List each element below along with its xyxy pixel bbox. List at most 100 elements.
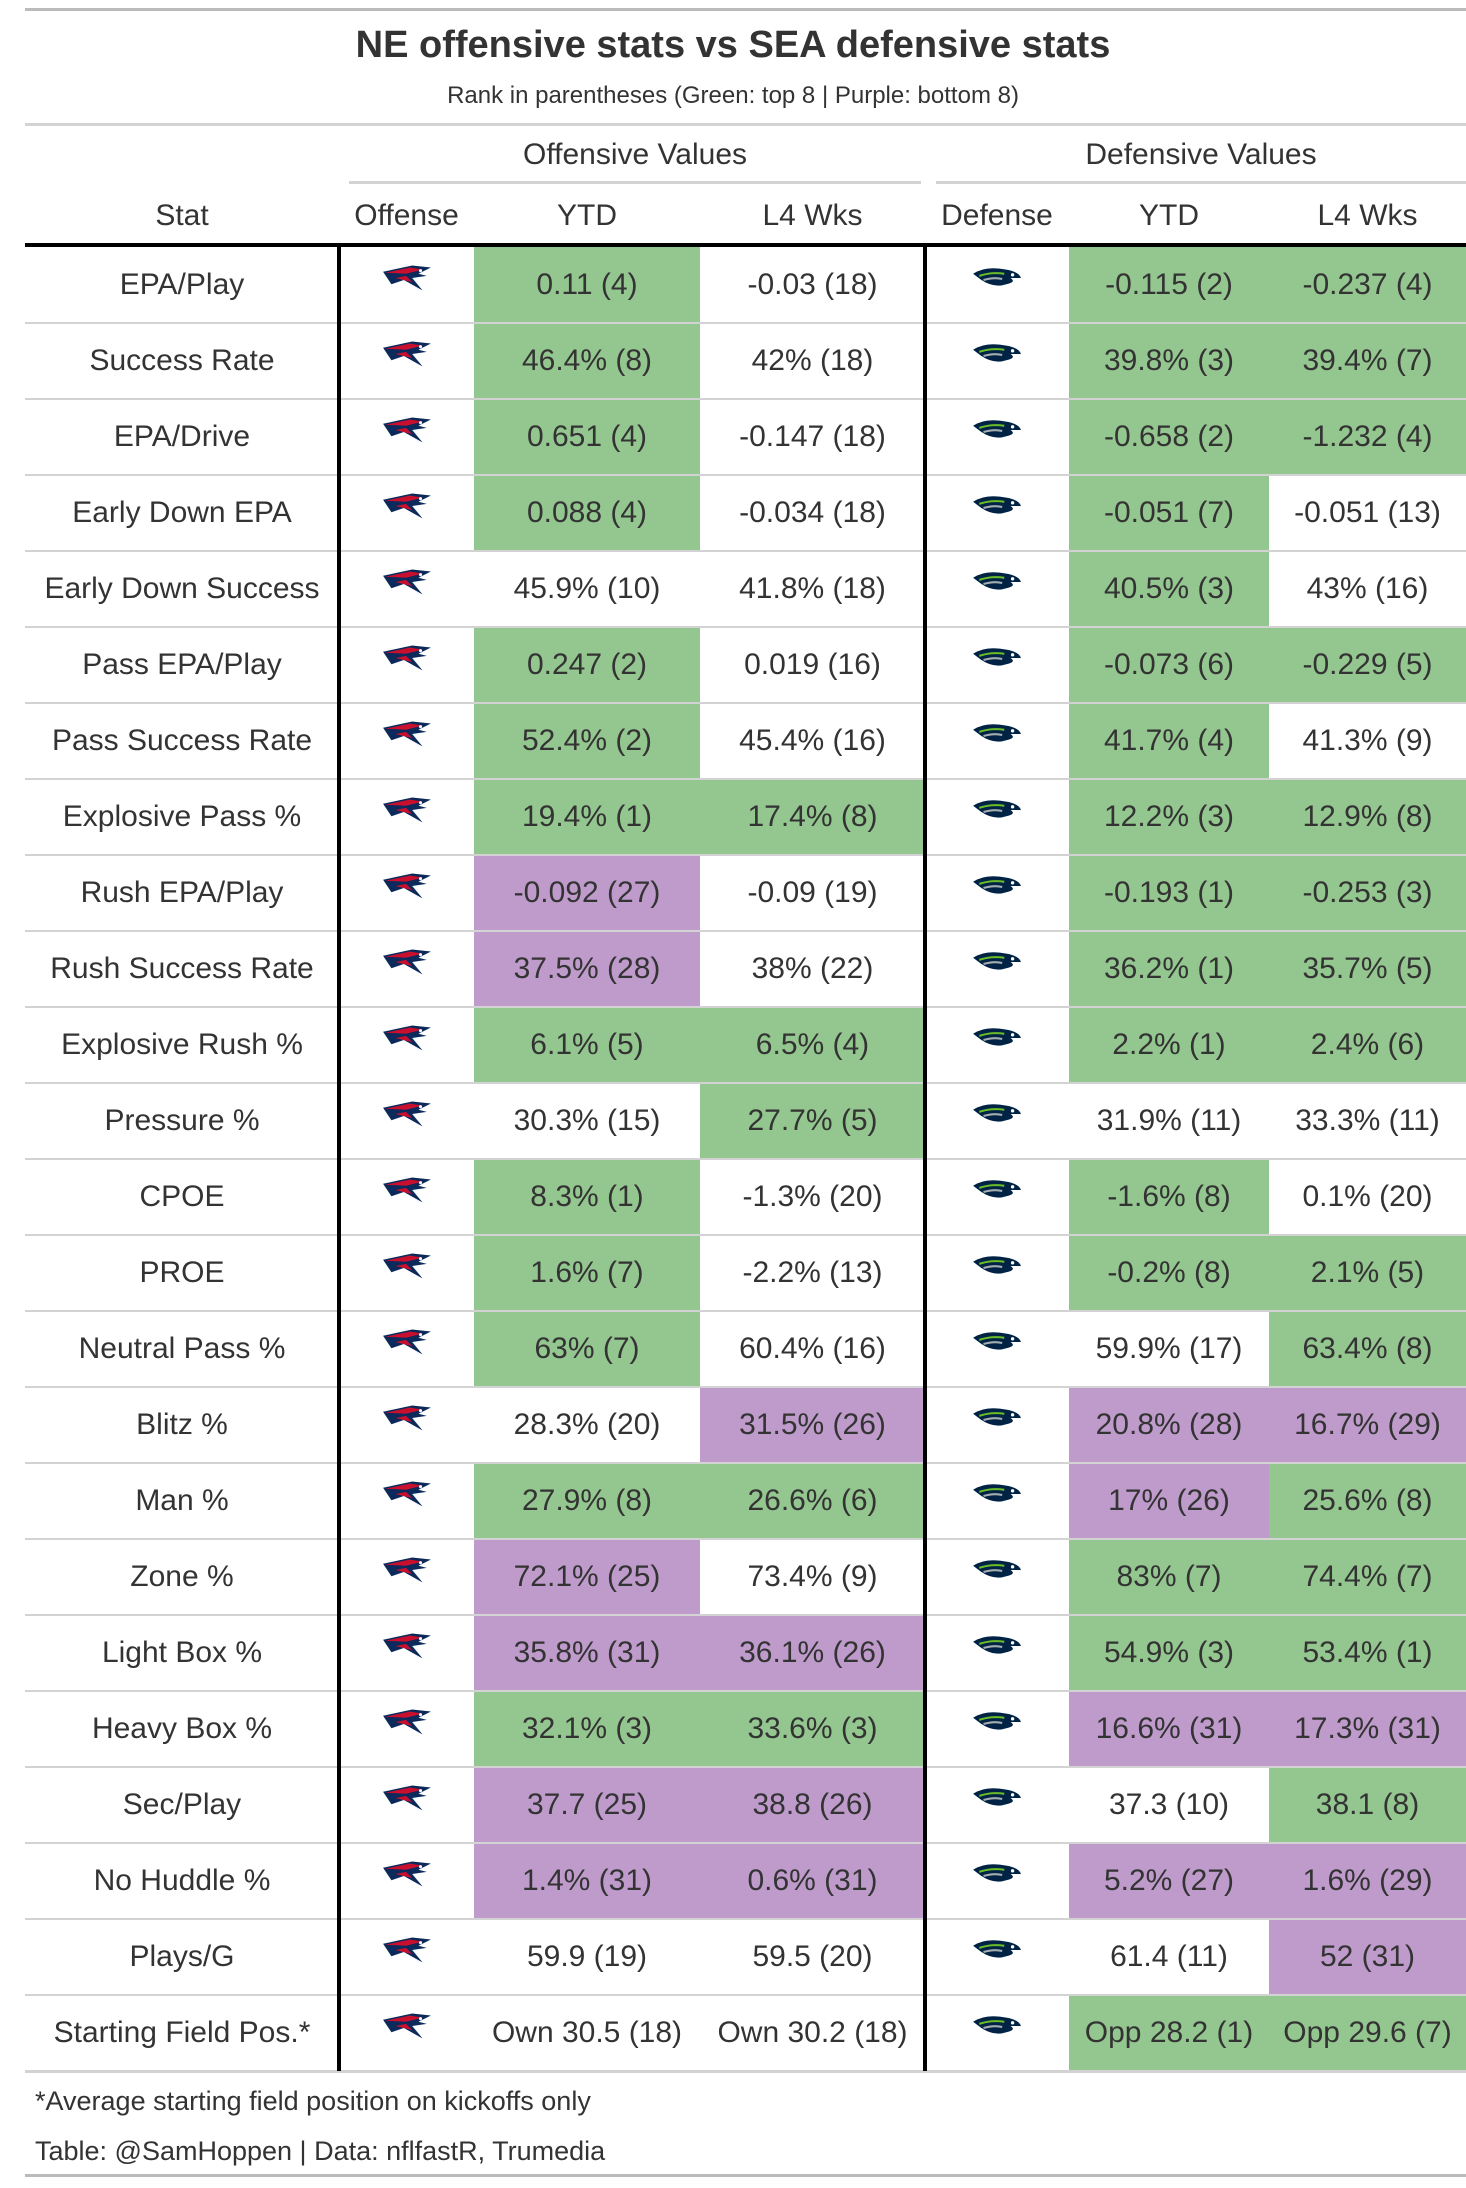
cell-background bbox=[1269, 703, 1466, 779]
stat-label: CPOE bbox=[139, 1180, 225, 1213]
seahawks-logo bbox=[971, 1403, 1023, 1435]
cell-value: 61.4 (11) bbox=[1110, 1940, 1228, 1973]
cell-value: 39.4% (7) bbox=[1302, 344, 1433, 377]
row-rule bbox=[25, 474, 1466, 476]
cell-value: Own 30.5 (18) bbox=[491, 2016, 683, 2049]
row-rule bbox=[25, 1918, 1466, 1920]
cell-background bbox=[700, 247, 925, 323]
cell-background bbox=[1269, 399, 1466, 475]
cell-value: 46.4% (8) bbox=[521, 344, 653, 377]
seahawks-logo bbox=[971, 1023, 1023, 1055]
cell-value: -0.03 (18) bbox=[747, 268, 878, 301]
subtitle: Rank in parentheses (Green: top 8 | Purp… bbox=[447, 82, 1019, 109]
cell-value: 60.4% (16) bbox=[739, 1332, 886, 1365]
stat-label: Explosive Rush % bbox=[61, 1028, 303, 1061]
cell-value: -2.2% (13) bbox=[742, 1256, 883, 1289]
patriots-logo bbox=[381, 1631, 433, 1663]
cell-value: -0.051 (13) bbox=[1294, 496, 1441, 529]
cell-value: 8.3% (1) bbox=[530, 1180, 644, 1213]
row-rule bbox=[25, 1842, 1466, 1844]
cell-background bbox=[474, 1235, 700, 1311]
seahawks-logo bbox=[971, 1479, 1023, 1511]
cell-background bbox=[474, 399, 700, 475]
seahawks-logo bbox=[971, 1251, 1023, 1283]
cell-value: 63% (7) bbox=[534, 1332, 640, 1365]
row-rule bbox=[25, 2070, 1466, 2073]
cell-value: -1.232 (4) bbox=[1302, 420, 1433, 453]
cell-background bbox=[1069, 703, 1269, 779]
cell-value: 52 (31) bbox=[1319, 1940, 1416, 1973]
cell-value: 38.1 (8) bbox=[1315, 1788, 1420, 1821]
cell-value: 12.9% (8) bbox=[1302, 800, 1433, 833]
cell-background bbox=[700, 1159, 925, 1235]
cell-value: 52.4% (2) bbox=[521, 724, 653, 757]
cell-background bbox=[474, 1463, 700, 1539]
cell-value: -0.115 (2) bbox=[1105, 268, 1233, 301]
cell-background bbox=[700, 703, 925, 779]
patriots-logo bbox=[381, 567, 433, 599]
cell-value: -0.2% (8) bbox=[1107, 1256, 1231, 1289]
bottom-rule bbox=[25, 2174, 1466, 2177]
cell-background bbox=[700, 1995, 925, 2071]
cell-value: 38.8 (26) bbox=[752, 1788, 873, 1821]
cell-background bbox=[700, 475, 925, 551]
cell-value: 37.5% (28) bbox=[513, 952, 661, 985]
patriots-logo bbox=[381, 795, 433, 827]
cell-background bbox=[1069, 1159, 1269, 1235]
stat-label: Rush EPA/Play bbox=[80, 876, 284, 909]
cell-value: 36.1% (26) bbox=[739, 1636, 886, 1669]
cell-background bbox=[700, 1843, 925, 1919]
patriots-logo bbox=[381, 1327, 433, 1359]
cell-value: 74.4% (7) bbox=[1302, 1560, 1433, 1593]
row-rule bbox=[25, 702, 1466, 704]
stat-label: Rush Success Rate bbox=[50, 952, 314, 985]
cell-background bbox=[1269, 1159, 1466, 1235]
spanner-rule bbox=[936, 181, 1466, 184]
stat-label: Early Down EPA bbox=[72, 496, 292, 529]
cell-value: 17.4% (8) bbox=[747, 800, 878, 833]
cell-value: 27.7% (5) bbox=[747, 1104, 878, 1137]
cell-background bbox=[1069, 1235, 1269, 1311]
cell-background bbox=[700, 1767, 925, 1843]
cell-background bbox=[1269, 1767, 1466, 1843]
patriots-logo bbox=[381, 1175, 433, 1207]
stat-label: Success Rate bbox=[89, 344, 275, 377]
footnote: Table: @SamHoppen | Data: nflfastR, Trum… bbox=[35, 2135, 606, 2166]
cell-background bbox=[700, 1615, 925, 1691]
cell-value: 2.1% (5) bbox=[1310, 1256, 1425, 1289]
row-rule bbox=[25, 1386, 1466, 1388]
cell-value: 0.088 (4) bbox=[526, 496, 648, 529]
cell-value: 35.8% (31) bbox=[513, 1636, 661, 1669]
row-rule bbox=[25, 1006, 1466, 1008]
cell-value: -0.253 (3) bbox=[1302, 876, 1433, 909]
cell-value: 32.1% (3) bbox=[521, 1712, 653, 1745]
column-header: YTD bbox=[557, 199, 617, 232]
cell-value: -0.073 (6) bbox=[1103, 648, 1235, 681]
patriots-logo bbox=[381, 1783, 433, 1815]
patriots-logo bbox=[381, 1555, 433, 1587]
cell-value: -1.3% (20) bbox=[742, 1180, 883, 1213]
cell-background bbox=[1269, 855, 1466, 931]
stat-label: Pass EPA/Play bbox=[82, 648, 282, 681]
seahawks-logo bbox=[971, 2011, 1023, 2043]
cell-value: 28.3% (20) bbox=[513, 1408, 661, 1441]
cell-value: 12.2% (3) bbox=[1103, 800, 1235, 833]
row-rule bbox=[25, 1462, 1466, 1464]
cell-value: 36.2% (1) bbox=[1103, 952, 1235, 985]
row-rule bbox=[25, 854, 1466, 856]
cell-background bbox=[1269, 1463, 1466, 1539]
seahawks-logo bbox=[971, 1555, 1023, 1587]
seahawks-logo bbox=[971, 1783, 1023, 1815]
cell-value: -0.034 (18) bbox=[739, 496, 886, 529]
stat-label: EPA/Drive bbox=[113, 420, 251, 453]
column-spanner: Defensive Values bbox=[1085, 138, 1317, 171]
cell-value: 1.4% (31) bbox=[521, 1864, 653, 1897]
column-divider bbox=[923, 243, 927, 2071]
cell-value: -0.051 (7) bbox=[1103, 496, 1235, 529]
column-header: L4 Wks bbox=[762, 199, 863, 232]
cell-background bbox=[1069, 1007, 1269, 1083]
cell-background bbox=[1269, 1235, 1466, 1311]
cell-background bbox=[1069, 1463, 1269, 1539]
row-rule bbox=[25, 778, 1466, 780]
